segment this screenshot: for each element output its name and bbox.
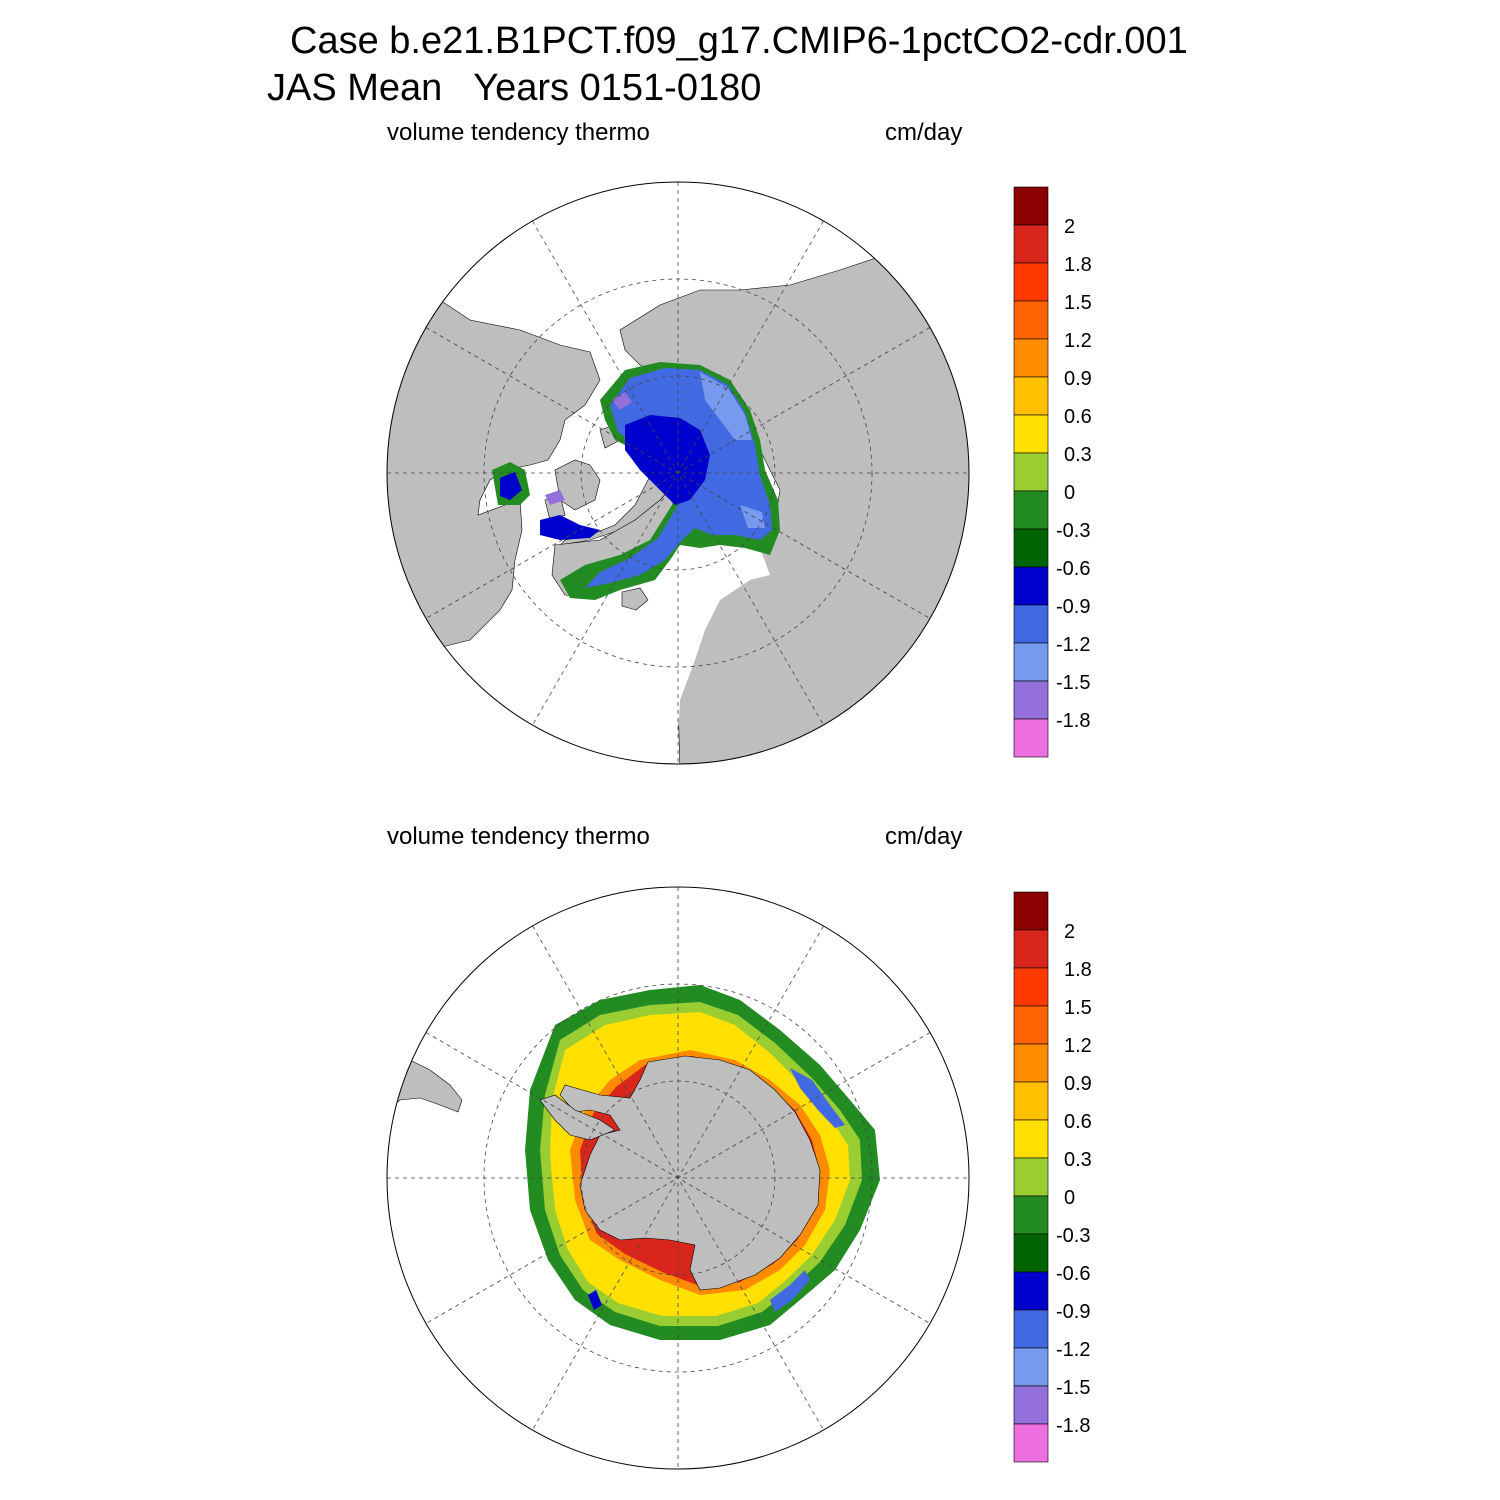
panel-south-field-label: volume tendency thermo (387, 823, 650, 850)
south-polar-map (386, 886, 970, 1470)
ice-blue-southwest (588, 1290, 602, 1310)
colorbar-north-tick-label: -0.9 (1056, 596, 1090, 618)
colorbar-north-tick-label: -0.3 (1056, 520, 1090, 542)
colorbar-south-swatch (1013, 1157, 1049, 1197)
ice-field-purple (545, 392, 632, 505)
colorbar-north-swatch (1013, 490, 1049, 530)
colorbar-south-swatch (1013, 1309, 1049, 1349)
colorbar-north-swatch (1013, 300, 1049, 340)
colorbar-south-swatch (1013, 1423, 1049, 1463)
colorbar-south-swatch (1013, 1195, 1049, 1235)
colorbar-north-swatch (1013, 718, 1049, 758)
ice-baffin (540, 515, 600, 540)
south-map-border (386, 886, 970, 1470)
land-antarctica (559, 1055, 821, 1291)
colorbar-south-tick-label: 0.9 (1064, 1073, 1092, 1095)
colorbar-south-swatch (1013, 1081, 1049, 1121)
colorbar-north-tick-label: 0.3 (1064, 444, 1092, 466)
colorbar-south-swatch (1013, 1043, 1049, 1083)
ice-hudson-bay-blue (500, 472, 522, 500)
ice-blue-southeast (770, 1270, 810, 1312)
colorbar-south-tick-label: 1.5 (1064, 997, 1092, 1019)
ice-blue-east (790, 1068, 845, 1128)
colorbar-north-tick-label: 1.5 (1064, 292, 1092, 314)
colorbar-south-tick-label: -1.2 (1056, 1339, 1090, 1361)
figure-title-line2: JAS Mean Years 0151-0180 (267, 67, 762, 109)
colorbar-south-swatch (1013, 1271, 1049, 1311)
figure-title-line1: Case b.e21.B1PCT.f09_g17.CMIP6-1pctCO2-c… (290, 20, 1188, 62)
colorbar-south-tick-label: 1.8 (1064, 959, 1092, 981)
panel-south-units-label: cm/day (885, 823, 963, 850)
colorbar-north-tick-label: 0 (1064, 482, 1075, 504)
colorbar-south-tick-label: 1.2 (1064, 1035, 1092, 1057)
colorbar-north-swatch (1013, 262, 1049, 302)
colorbar-north-tick-label: 1.2 (1064, 330, 1092, 352)
colorbar-north-tick-label: 0.6 (1064, 406, 1092, 428)
colorbar-south-swatch (1013, 1005, 1049, 1045)
colorbar-south-tick-label: 0.6 (1064, 1111, 1092, 1133)
colorbar-north-tick-label: -1.5 (1056, 672, 1090, 694)
colorbar-north-tick-label: -1.2 (1056, 634, 1090, 656)
colorbar-north-tick-label: -1.8 (1056, 710, 1090, 732)
colorbar-south-tick-label: 2 (1064, 921, 1075, 943)
panel-north-units-label: cm/day (885, 119, 963, 146)
colorbar-south-tick-label: -0.3 (1056, 1225, 1090, 1247)
colorbar-north-tick-label: -0.6 (1056, 558, 1090, 580)
colorbar-north-tick-label: 0.9 (1064, 368, 1092, 390)
colorbar-north-tick-label: 1.8 (1064, 254, 1092, 276)
colorbar-south-swatch (1013, 1347, 1049, 1387)
colorbar-north-swatch (1013, 414, 1049, 454)
colorbar-north-swatch (1013, 186, 1049, 226)
colorbar-south-swatch (1013, 891, 1049, 931)
colorbar-north-tick-label: 2 (1064, 216, 1075, 238)
colorbar-south-swatch (1013, 1233, 1049, 1273)
colorbar-south-tick-label: 0 (1064, 1187, 1075, 1209)
land-iceland (621, 587, 649, 611)
colorbar-south-tick-label: -1.8 (1056, 1415, 1090, 1437)
colorbar-south-tick-label: 0.3 (1064, 1149, 1092, 1171)
colorbar-north-swatch (1013, 604, 1049, 644)
colorbar-north-swatch (1013, 566, 1049, 606)
colorbar-north-swatch (1013, 680, 1049, 720)
colorbar-south-swatch (1013, 1119, 1049, 1159)
panel-north-field-label: volume tendency thermo (387, 119, 650, 146)
ice-field-blue-deep (625, 415, 710, 505)
colorbar-north-swatch (1013, 376, 1049, 416)
colorbar-south: 2 1.8 1.5 1.2 0.9 0.6 0.3 0 -0.3 -0.6 -0.9 -1.2 -1.5… (1013, 891, 1092, 1463)
colorbar-north: 2 1.8 1.5 1.2 0.9 0.6 0.3 0 -0.3 -0.6 -0.9 -1.2 -1.5… (1013, 186, 1092, 758)
land-south-america (387, 1059, 463, 1113)
colorbar-south-swatch (1013, 967, 1049, 1007)
colorbar-south-swatch (1013, 929, 1049, 969)
colorbar-north-swatch (1013, 452, 1049, 492)
colorbar-north-swatch (1013, 338, 1049, 378)
colorbar-south-tick-label: -0.9 (1056, 1301, 1090, 1323)
ice-field-blue-light (700, 372, 765, 528)
north-graticule (387, 182, 969, 764)
colorbar-south-tick-label: -1.5 (1056, 1377, 1090, 1399)
colorbar-north-swatch (1013, 224, 1049, 264)
colorbar-north-swatch (1013, 642, 1049, 682)
north-map-border (386, 181, 970, 765)
south-graticule (387, 887, 969, 1469)
colorbar-south-swatch (1013, 1385, 1049, 1425)
land-antarctic-peninsula (539, 1094, 616, 1141)
colorbar-south-tick-label: -0.6 (1056, 1263, 1090, 1285)
sea-north-atlantic (640, 548, 770, 764)
colorbar-north-swatch (1013, 528, 1049, 568)
north-polar-map (386, 181, 970, 765)
